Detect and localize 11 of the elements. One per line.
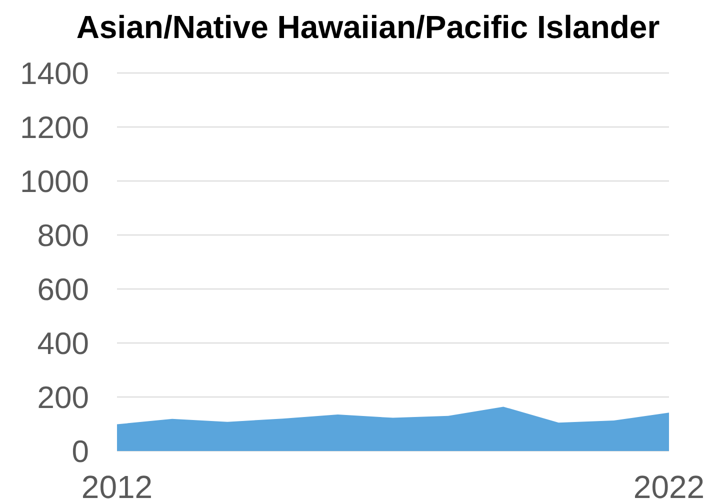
y-tick-label: 600 (37, 272, 89, 307)
y-tick-label: 1200 (20, 110, 89, 145)
y-tick-label: 1000 (20, 164, 89, 199)
y-tick-label: 400 (37, 326, 89, 361)
y-tick-label: 200 (37, 380, 89, 415)
y-tick-label: 1400 (20, 56, 89, 91)
chart-title: Asian/Native Hawaiian/Pacific Islander (76, 9, 660, 45)
x-tick-label: 2022 (633, 469, 705, 504)
x-tick-label: 2012 (81, 469, 153, 504)
y-tick-label: 0 (72, 434, 89, 469)
y-tick-label: 800 (37, 218, 89, 253)
